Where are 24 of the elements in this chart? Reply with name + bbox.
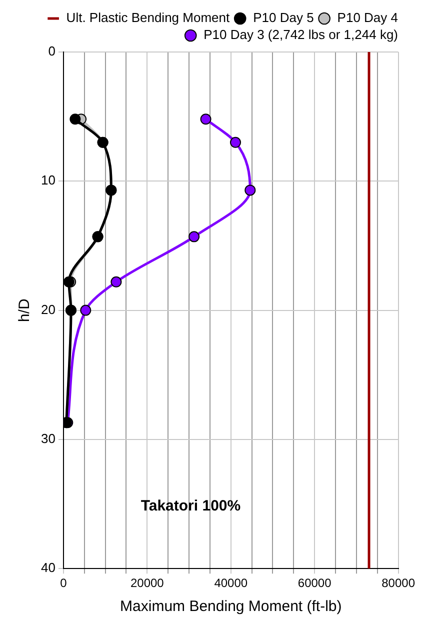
point bbox=[70, 114, 81, 125]
point bbox=[110, 276, 122, 288]
x-tick-label: 40000 bbox=[214, 576, 248, 590]
y-tick-label: 30 bbox=[40, 431, 56, 446]
point bbox=[200, 114, 212, 125]
x-tick-label: 0 bbox=[60, 576, 68, 590]
y-tick-label: 20 bbox=[40, 302, 56, 317]
legend-label: Ult. Plastic Bending Moment bbox=[66, 10, 230, 26]
y-tick-label: 40 bbox=[40, 560, 56, 576]
y-tick-label: 10 bbox=[40, 172, 56, 188]
legend-label: P10 Day 3 (2,742 lbs or 1,244 kg) bbox=[204, 27, 398, 42]
legend-label: P10 Day 5 bbox=[253, 10, 314, 26]
annotation: Takatori 100% bbox=[140, 498, 241, 515]
y-axis-title: h/D bbox=[16, 298, 34, 322]
y-tick-label: 0 bbox=[48, 44, 56, 59]
point bbox=[80, 304, 92, 316]
point bbox=[244, 184, 256, 196]
x-tick-label: 20000 bbox=[130, 576, 164, 590]
point bbox=[188, 231, 200, 242]
legend-label: P10 Day 4 bbox=[337, 10, 398, 26]
x-tick-label: 80000 bbox=[382, 576, 416, 590]
x-axis-title: Maximum Bending Moment (ft-lb) bbox=[120, 598, 342, 616]
point bbox=[230, 136, 241, 148]
x-tick-label: 60000 bbox=[298, 576, 332, 590]
